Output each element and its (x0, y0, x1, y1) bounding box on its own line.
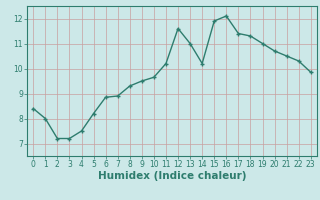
X-axis label: Humidex (Indice chaleur): Humidex (Indice chaleur) (98, 171, 246, 181)
